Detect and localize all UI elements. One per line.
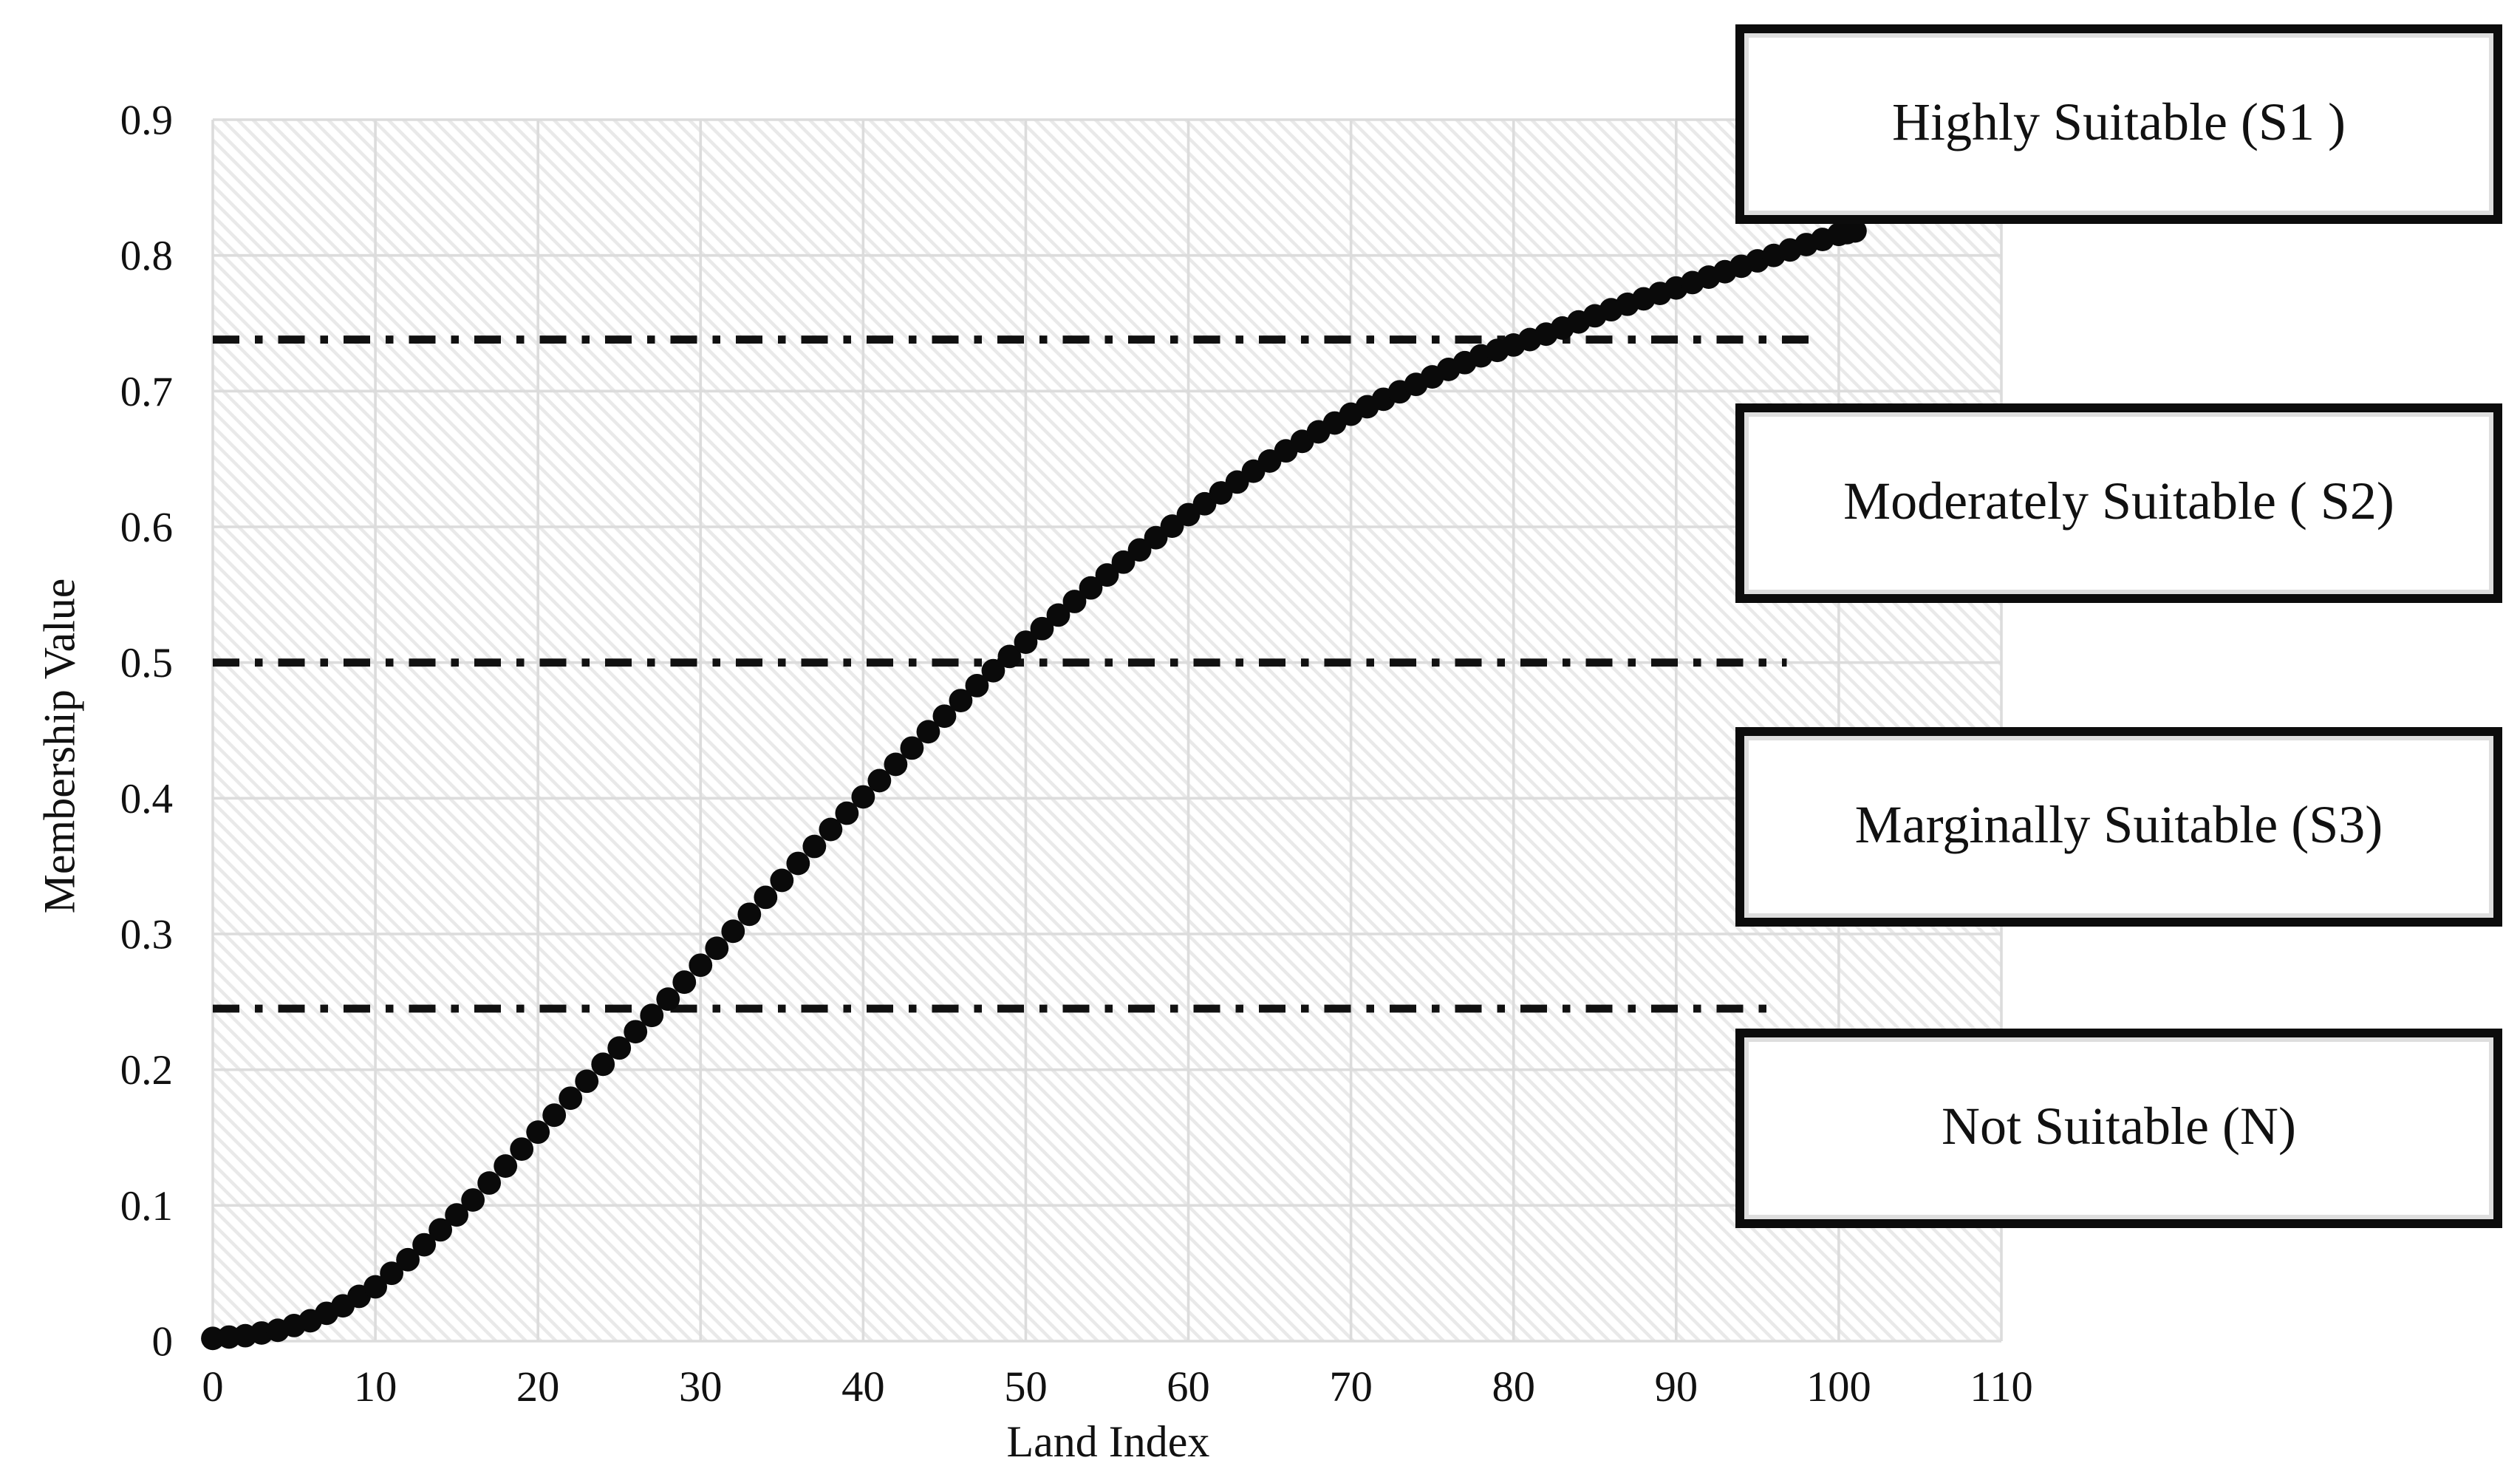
- x-axis-title: Land Index: [1006, 1419, 1210, 1467]
- legend-box-moderately-suitable: Moderately Suitable ( S2): [1735, 403, 2502, 603]
- data-point: [770, 868, 794, 893]
- data-point: [916, 720, 940, 744]
- data-point: [461, 1188, 485, 1212]
- x-tick-label: 70: [1329, 1363, 1373, 1411]
- y-tick-label: 0: [152, 1319, 174, 1366]
- y-tick-label: 0.7: [120, 369, 173, 415]
- data-point: [591, 1052, 615, 1077]
- data-point: [802, 834, 827, 859]
- data-point: [949, 689, 973, 712]
- data-point: [640, 1003, 664, 1028]
- data-point: [705, 936, 729, 961]
- y-tick-label: 0.6: [120, 505, 173, 551]
- data-point: [932, 704, 957, 729]
- data-point: [672, 970, 697, 995]
- x-tick-labels: 0 10 20 30 40 50 60 70 80 90 100 110: [202, 1363, 2032, 1411]
- data-point: [965, 673, 989, 698]
- data-point: [380, 1261, 403, 1286]
- x-tick-label: 40: [841, 1363, 885, 1411]
- data-point: [1127, 538, 1152, 562]
- y-tick-label: 0.5: [120, 640, 173, 686]
- y-tick-label: 0.3: [120, 912, 173, 958]
- data-point: [737, 902, 762, 927]
- data-point: [363, 1275, 387, 1299]
- y-tick-label: 0.9: [120, 98, 173, 144]
- data-point: [754, 885, 778, 910]
- data-point: [721, 919, 745, 944]
- y-tick-label: 0.8: [120, 233, 173, 279]
- y-tick-label: 0.2: [120, 1047, 173, 1094]
- x-tick-label: 0: [202, 1363, 223, 1411]
- data-point: [607, 1036, 632, 1060]
- legend-box-marginally-suitable: Marginally Suitable (S3): [1735, 727, 2502, 927]
- data-point: [1014, 630, 1038, 655]
- data-point: [884, 752, 908, 777]
- y-tick-label: 0.4: [120, 776, 173, 822]
- data-point: [624, 1020, 648, 1044]
- data-point: [526, 1120, 550, 1145]
- data-point: [1144, 525, 1168, 550]
- data-point: [559, 1086, 583, 1111]
- data-point: [542, 1103, 567, 1128]
- data-point: [786, 851, 810, 876]
- data-point: [1030, 616, 1054, 641]
- legend-box-highly-suitable: Highly Suitable (S1 ): [1735, 24, 2502, 224]
- y-axis-title: Membership Value: [36, 578, 86, 914]
- legend-box-not-suitable: Not Suitable (N): [1735, 1029, 2502, 1228]
- data-point: [1843, 219, 1867, 243]
- data-point: [510, 1137, 534, 1162]
- data-point: [851, 785, 875, 809]
- data-point: [428, 1218, 453, 1242]
- data-point: [1095, 563, 1119, 587]
- data-point: [1160, 514, 1184, 538]
- data-point: [900, 736, 924, 760]
- data-point: [477, 1171, 502, 1195]
- x-tick-label: 50: [1004, 1363, 1048, 1411]
- x-tick-label: 80: [1492, 1363, 1535, 1411]
- data-point: [1046, 603, 1071, 627]
- data-point: [835, 801, 859, 825]
- data-point: [445, 1203, 469, 1227]
- data-point: [819, 817, 843, 842]
- y-tick-label: 0.1: [120, 1183, 173, 1230]
- plot-background: [213, 120, 2001, 1341]
- x-tick-label: 20: [516, 1363, 560, 1411]
- membership-curve-series: [201, 219, 1867, 1351]
- data-point: [412, 1233, 437, 1257]
- x-tick-label: 100: [1806, 1363, 1871, 1411]
- data-point: [1111, 550, 1136, 574]
- x-tick-label: 60: [1167, 1363, 1210, 1411]
- data-point: [494, 1154, 518, 1178]
- data-point: [997, 644, 1022, 669]
- y-tick-labels: 0 0.1 0.2 0.3 0.4 0.5 0.6 0.7 0.8 0.9: [120, 98, 173, 1366]
- data-point: [396, 1247, 420, 1272]
- data-point: [575, 1069, 599, 1094]
- data-point: [656, 987, 680, 1012]
- data-point: [689, 953, 713, 978]
- data-point: [867, 768, 892, 793]
- data-point: [1079, 576, 1103, 600]
- x-tick-label: 10: [354, 1363, 397, 1411]
- x-tick-label: 110: [1970, 1363, 2033, 1411]
- data-point: [981, 658, 1005, 683]
- x-tick-label: 90: [1655, 1363, 1698, 1411]
- data-point: [1062, 590, 1087, 613]
- x-tick-label: 30: [679, 1363, 723, 1411]
